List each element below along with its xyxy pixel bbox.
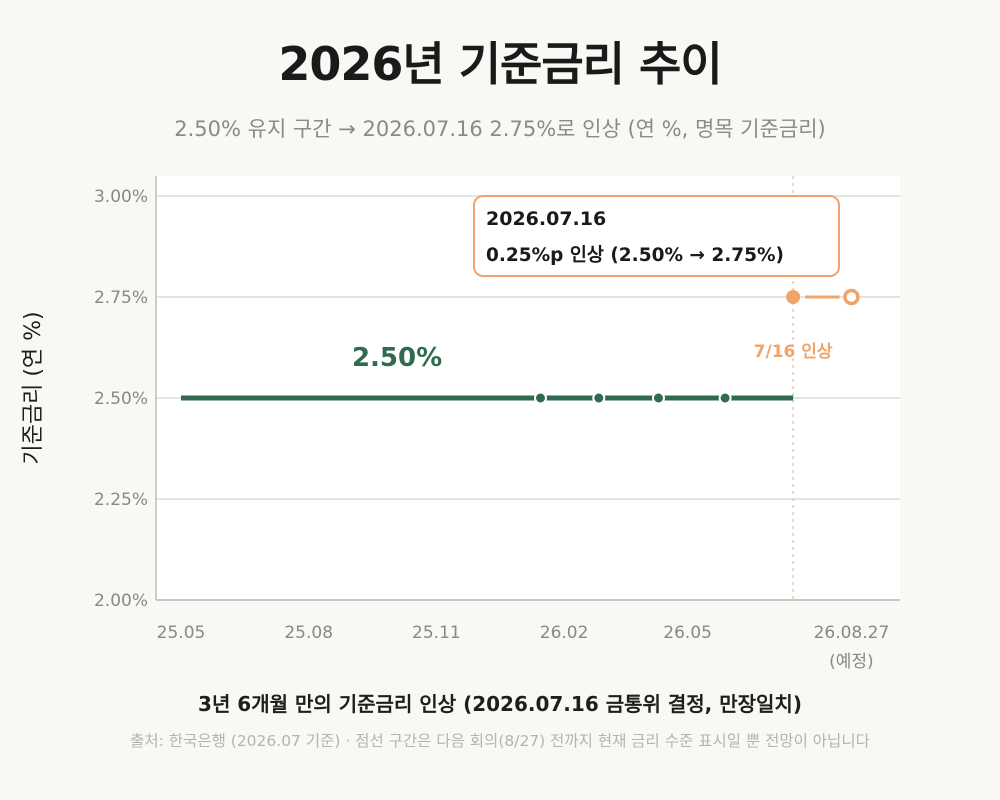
y-axis-label: 기준금리 (연 %): [21, 311, 46, 464]
meeting-marker: [592, 391, 606, 405]
hold-series-label: 2.50%: [352, 343, 442, 373]
hike-series-label: 7/16 인상: [754, 342, 833, 362]
y-tick-label: 2.00%: [94, 591, 148, 611]
meeting-marker: [534, 391, 547, 405]
y-tick-label: 2.75%: [94, 288, 148, 308]
page-subtitle: 2.50% 유지 구간 → 2026.07.16 2.75%로 인상 (연 %,…: [174, 117, 826, 141]
y-tick-label: 2.25%: [94, 490, 148, 510]
x-tick-label: 26.08.27: [814, 623, 890, 643]
y-tick-label: 3.00%: [94, 187, 148, 207]
hike-end-point: [843, 288, 860, 306]
hike-start-point: [786, 290, 801, 304]
y-tick-label: 2.50%: [94, 389, 148, 409]
x-tick-sublabel: (예정): [829, 652, 874, 672]
x-tick-label: 25.11: [412, 623, 461, 643]
meeting-marker: [651, 391, 665, 405]
annotation-text: 0.25%p 인상 (2.50% → 2.75%): [486, 245, 784, 266]
source-note: 출처: 한국은행 (2026.07 기준) · 점선 구간은 다음 회의(8/2…: [130, 732, 870, 750]
annotation-box: [473, 195, 840, 277]
x-tick-label: 25.08: [284, 623, 333, 643]
x-tick-label: 26.05: [663, 623, 712, 643]
chart-caption: 3년 6개월 만의 기준금리 인상 (2026.07.16 금통위 결정, 만장…: [198, 692, 802, 716]
page-title: 2026년 기준금리 추이: [278, 37, 722, 91]
x-tick-label: 26.02: [540, 623, 589, 643]
x-tick-label: 25.05: [157, 623, 206, 643]
annotation-date: 2026.07.16: [486, 208, 606, 230]
meeting-marker: [718, 391, 732, 405]
